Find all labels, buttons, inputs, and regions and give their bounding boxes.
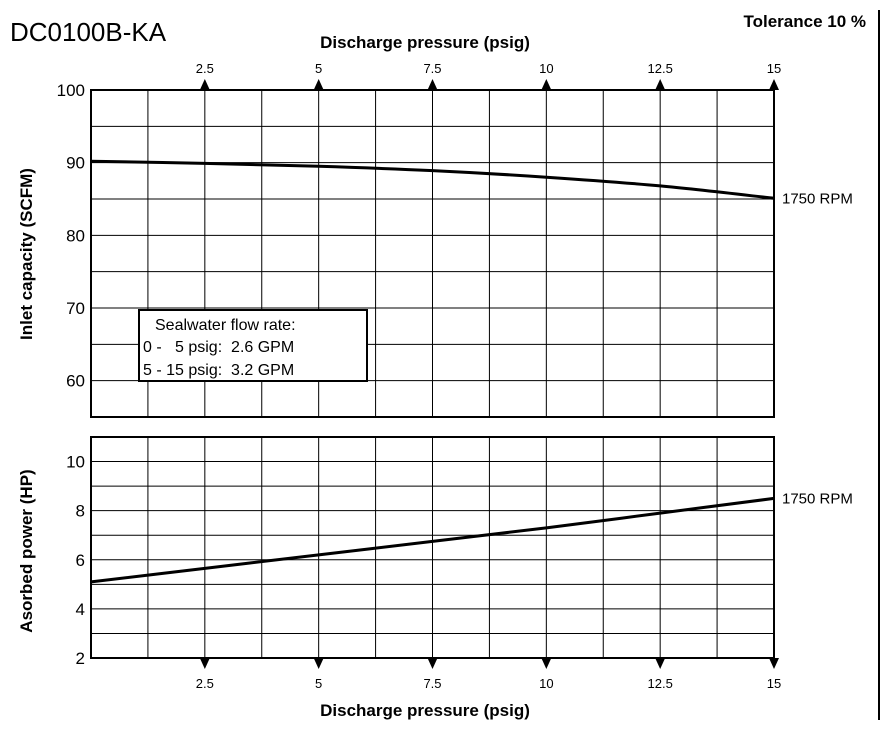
power-y-axis-title: Asorbed power (HP): [17, 469, 36, 632]
capacity-x-tick-label: 7.5: [423, 61, 441, 76]
capacity-panel: 2.5 5 7.5 10 12.5 15 60 70 80 90 100 1750 RPM: [57, 61, 853, 418]
power-x-tick-label: 10: [539, 676, 553, 691]
capacity-y-tick-label: 70: [66, 299, 85, 318]
power-panel: 2.5 5 7.5 10 12.5 15 2 4 6 8 10 1750 RPM: [66, 436, 853, 691]
power-x-tick-label: 12.5: [648, 676, 673, 691]
power-x-tick-label: 2.5: [196, 676, 214, 691]
power-y-tick-label: 6: [76, 551, 85, 570]
capacity-x-tick-arrow: [541, 79, 552, 90]
model-title: DC0100B-KA: [10, 17, 167, 47]
power-x-tick-arrow: [541, 658, 552, 669]
capacity-y-tick-label: 80: [66, 226, 85, 245]
capacity-x-tick-label: 15: [767, 61, 781, 76]
power-y-tick-label: 4: [76, 600, 85, 619]
capacity-x-tick-label: 12.5: [648, 61, 673, 76]
capacity-x-tick-label: 2.5: [196, 61, 214, 76]
capacity-x-tick-arrow: [655, 79, 666, 90]
capacity-x-tick-label: 10: [539, 61, 553, 76]
tolerance-label: Tolerance 10 %: [743, 12, 866, 31]
power-x-tick-arrow: [313, 658, 324, 669]
power-x-tick-arrow: [427, 658, 438, 669]
power-x-tick-label: 15: [767, 676, 781, 691]
capacity-y-tick-label: 100: [57, 81, 85, 100]
capacity-y-tick-label: 90: [66, 154, 85, 173]
capacity-series-label: 1750 RPM: [782, 190, 853, 207]
power-x-tick-arrow: [199, 658, 210, 669]
capacity-x-tick-arrow: [199, 79, 210, 90]
top-x-axis-title: Discharge pressure (psig): [320, 33, 530, 52]
power-y-tick-label: 2: [76, 649, 85, 668]
sealwater-note-box: [138, 309, 368, 382]
capacity-x-tick-arrow: [769, 79, 779, 90]
power-series-label: 1750 RPM: [782, 490, 853, 507]
capacity-x-tick-arrow: [313, 79, 324, 90]
capacity-x-tick-label: 5: [315, 61, 322, 76]
capacity-x-tick-arrow: [427, 79, 438, 90]
bottom-x-axis-title: Discharge pressure (psig): [320, 701, 530, 720]
power-x-tick-label: 7.5: [423, 676, 441, 691]
power-x-tick-arrow: [769, 658, 779, 669]
capacity-y-tick-label: 60: [66, 372, 85, 391]
power-x-tick-label: 5: [315, 676, 322, 691]
sealwater-note-line-1: Sealwater flow rate:: [155, 317, 296, 334]
power-series-line: [90, 496, 775, 584]
power-y-tick-label: 8: [76, 502, 85, 521]
sealwater-note-line-2: 0 - 5 psig: 2.6 GPM: [143, 339, 294, 356]
power-y-tick-label: 10: [66, 453, 85, 472]
power-x-tick-arrow: [655, 658, 666, 669]
capacity-y-axis-title: Inlet capacity (SCFM): [17, 168, 36, 340]
sealwater-note-line-3: 5 - 15 psig: 3.2 GPM: [143, 362, 294, 379]
capacity-series-line: [90, 159, 775, 200]
sealwater-note: Sealwater flow rate: 0 - 5 psig: 2.6 GPM…: [138, 309, 368, 382]
